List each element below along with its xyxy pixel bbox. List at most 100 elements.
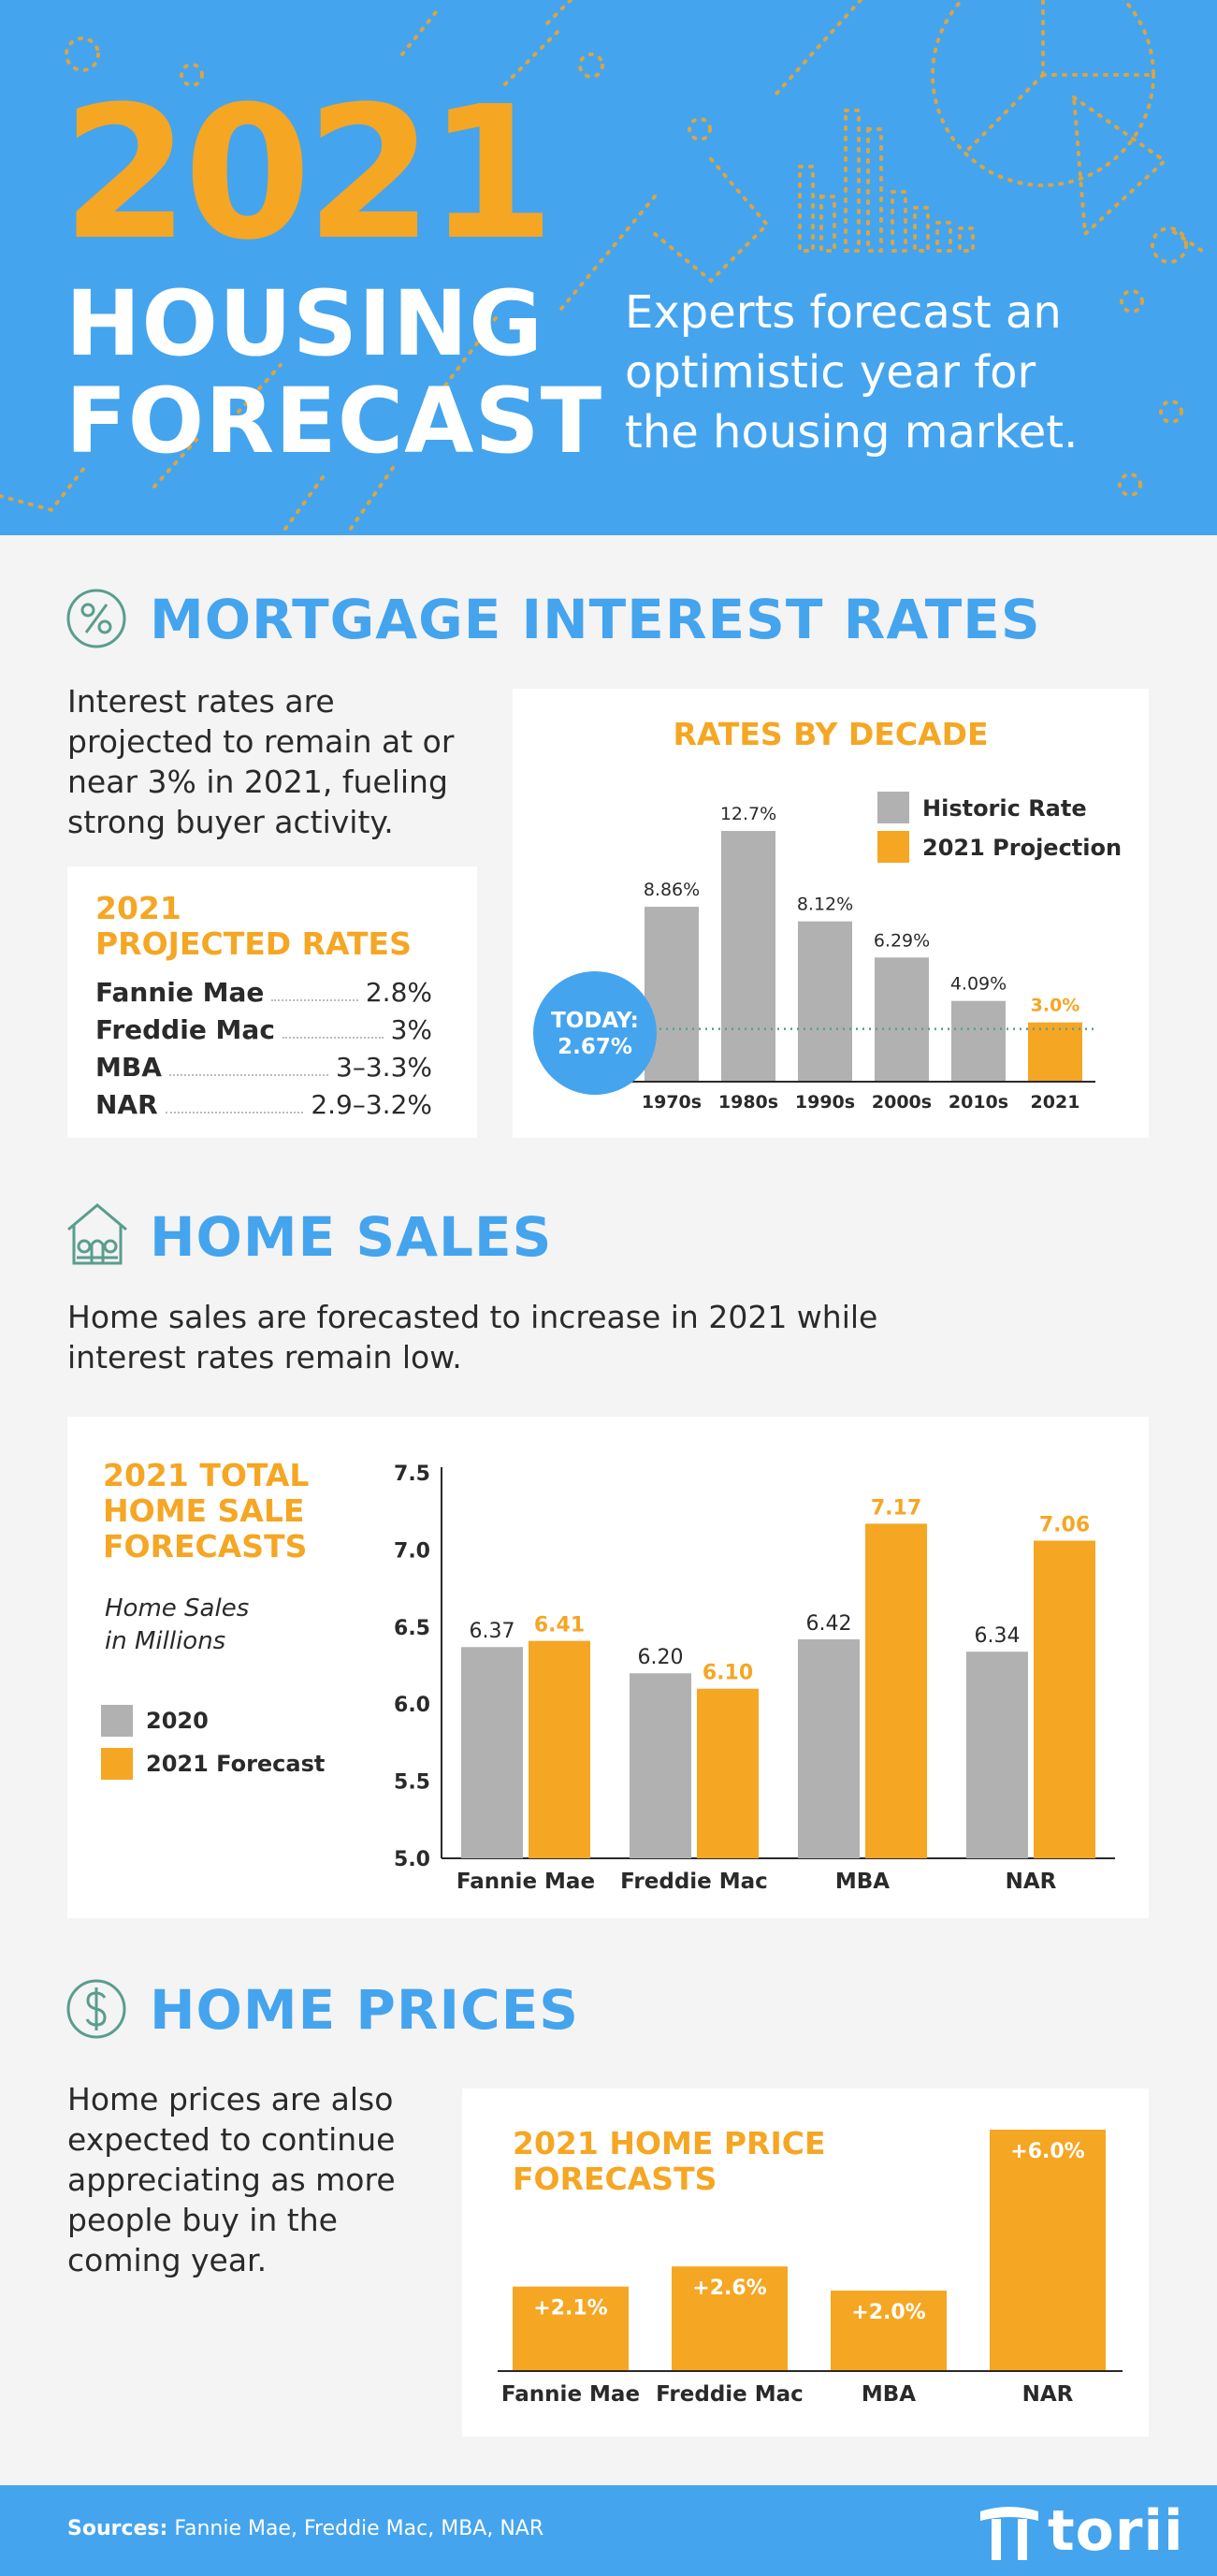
y-tick-label: 5.5 <box>394 1771 430 1795</box>
today-rate-value: 2.67% <box>558 1035 632 1059</box>
sales-value-label: 6.34 <box>975 1624 1021 1648</box>
legend-swatch-historic <box>877 792 909 823</box>
sales-value-label: 6.10 <box>703 1662 753 1685</box>
home-sales-chart: 5.0 5.5 6.0 6.5 7.0 7.5 6.37 6.41 Fannie Mae 6.2… <box>394 1463 1115 1894</box>
y-tick-label: 7.0 <box>394 1539 430 1563</box>
legend-swatch-projection <box>877 831 909 863</box>
price-bar <box>513 2286 629 2371</box>
sales-bar-2020 <box>630 1673 691 1858</box>
hero-banner: 2021 HOUSING FORECAST Experts forecast a… <box>0 0 1217 535</box>
footer: Sources: Fannie Mae, Freddie Mac, MBA, N… <box>0 2485 1217 2576</box>
projected-rate-source: Fannie Mae <box>95 977 265 1008</box>
torii-gate-icon <box>980 2507 1038 2560</box>
price-bar <box>990 2130 1106 2371</box>
home-sales-unit-label: Home Sales in Millions <box>105 1593 249 1658</box>
home-prices-chart-title-line: FORECASTS <box>513 2161 717 2197</box>
rates-chart-title: RATES BY DECADE <box>673 716 988 752</box>
mortgage-description-line: Interest rates are <box>67 683 335 720</box>
projected-rate-value: 3% <box>390 1014 432 1045</box>
projected-rate-value: 2.9–3.2% <box>311 1089 432 1120</box>
y-tick-label: 6.0 <box>394 1694 430 1717</box>
dollar-icon <box>66 1979 126 2039</box>
home-prices-description-line: people buy in the <box>67 2202 338 2238</box>
mortgage-description: Interest rates are projected to remain a… <box>67 681 516 842</box>
leader-dots <box>168 1074 329 1076</box>
home-prices-description-line: coming year. <box>67 2242 268 2278</box>
sales-bar-2020 <box>798 1638 860 1858</box>
hero-title-line-2: FORECAST <box>65 369 603 473</box>
legend-item-2020: 2020 <box>101 1705 209 1737</box>
decade-tick-label: 1990s <box>795 1092 855 1113</box>
rates-by-decade-card: RATES BY DECADE Historic Rate 2021 Proje… <box>513 689 1149 1138</box>
price-value-label: +2.6% <box>692 2277 766 2300</box>
sales-bar-2020 <box>461 1647 523 1858</box>
projected-rate-value: 3–3.3% <box>336 1052 432 1083</box>
y-tick-label: 7.5 <box>394 1463 430 1486</box>
rate-bar <box>645 907 699 1082</box>
sales-category-label: Freddie Mac <box>620 1870 768 1894</box>
mortgage-description-line: near 3% in 2021, fueling <box>67 764 448 800</box>
price-category-label: MBA <box>862 2382 916 2407</box>
hero-title-line-1: HOUSING <box>65 271 543 376</box>
hero-year: 2021 <box>62 67 556 281</box>
home-prices-chart-title-line: 2021 HOME PRICE <box>513 2125 826 2161</box>
price-value-label: +2.1% <box>533 2297 607 2321</box>
decade-tick-label: 2000s <box>872 1092 932 1113</box>
hero-tagline-line: optimistic year for <box>625 346 1036 399</box>
projected-rate-source: NAR <box>95 1089 158 1120</box>
home-prices-card: 2021 HOME PRICE FORECASTS +2.1% Fannie Ma… <box>462 2088 1149 2437</box>
home-sales-section-title: HOME SALES <box>150 1205 553 1269</box>
home-sales-chart-title-line: 2021 TOTAL <box>103 1457 310 1493</box>
today-rate-circle <box>533 971 657 1095</box>
today-rate-label: TODAY: <box>551 1009 639 1033</box>
sales-bar-2021-forecast <box>697 1688 759 1858</box>
sales-category-label: MBA <box>835 1870 890 1894</box>
brand-logo: torii <box>978 2502 1184 2560</box>
home-prices-description-line: Home prices are also <box>67 2081 394 2118</box>
legend-swatch-2020 <box>101 1705 133 1737</box>
legend-label-projection: 2021 Projection <box>922 835 1122 861</box>
mortgage-description-line: projected to remain at or <box>67 723 455 760</box>
sources-line: Sources: Fannie Mae, Freddie Mac, MBA, N… <box>67 2517 543 2540</box>
legend-label-2021-forecast: 2021 Forecast <box>146 1751 326 1777</box>
price-bar <box>831 2291 947 2371</box>
projected-rate-row: Freddie Mac 3% <box>95 1014 432 1052</box>
projected-rate-source: MBA <box>95 1052 162 1083</box>
price-value-label: +2.0% <box>851 2301 925 2324</box>
hero-tagline: Experts forecast an optimistic year for … <box>625 283 1186 462</box>
leader-dots <box>165 1112 304 1113</box>
sales-bar-2021-forecast <box>865 1523 927 1858</box>
price-bar <box>672 2266 788 2371</box>
sales-bar-2021-forecast <box>1034 1540 1095 1858</box>
price-value-label: +6.0% <box>1010 2140 1084 2163</box>
y-tick-label: 6.5 <box>394 1617 430 1640</box>
sources-list: Fannie Mae, Freddie Mac, MBA, NAR <box>174 2517 544 2540</box>
projected-rate-row: NAR 2.9–3.2% <box>95 1089 432 1127</box>
decade-tick-label: 1980s <box>718 1092 778 1113</box>
home-prices-description-line: appreciating as more <box>67 2161 396 2198</box>
percent-icon <box>66 589 126 648</box>
sales-value-label: 6.20 <box>638 1646 684 1669</box>
legend-swatch-2021-forecast <box>101 1748 133 1780</box>
sales-value-label: 7.06 <box>1039 1514 1090 1537</box>
decade-tick-label: 1970s <box>642 1092 702 1113</box>
mortgage-description-line: strong buyer activity. <box>67 804 394 840</box>
leader-dots <box>271 999 358 1001</box>
rate-value-label: 3.0% <box>1031 996 1080 1016</box>
home-prices-chart-title: 2021 HOME PRICE FORECASTS <box>513 2126 826 2197</box>
rate-bar <box>721 831 775 1082</box>
rate-bar <box>875 957 929 1082</box>
projected-rate-row: Fannie Mae 2.8% <box>95 977 432 1014</box>
home-sales-description-line: interest rates remain low. <box>67 1339 462 1375</box>
rate-bar <box>798 921 852 1082</box>
house-icon <box>67 1203 127 1265</box>
legend-item-2021-forecast: 2021 Forecast <box>101 1748 325 1780</box>
rates-by-decade-chart: RATES BY DECADE Historic Rate 2021 Proje… <box>533 716 1122 1113</box>
hero-tagline-line: Experts forecast an <box>625 286 1062 339</box>
legend-label-2020: 2020 <box>146 1708 209 1734</box>
price-category-label: NAR <box>1022 2382 1074 2407</box>
home-prices-description: Home prices are also expected to continu… <box>67 2079 470 2280</box>
decade-tick-label: 2010s <box>949 1092 1008 1113</box>
rate-bar <box>1028 1022 1082 1082</box>
sales-value-label: 6.41 <box>534 1614 585 1637</box>
